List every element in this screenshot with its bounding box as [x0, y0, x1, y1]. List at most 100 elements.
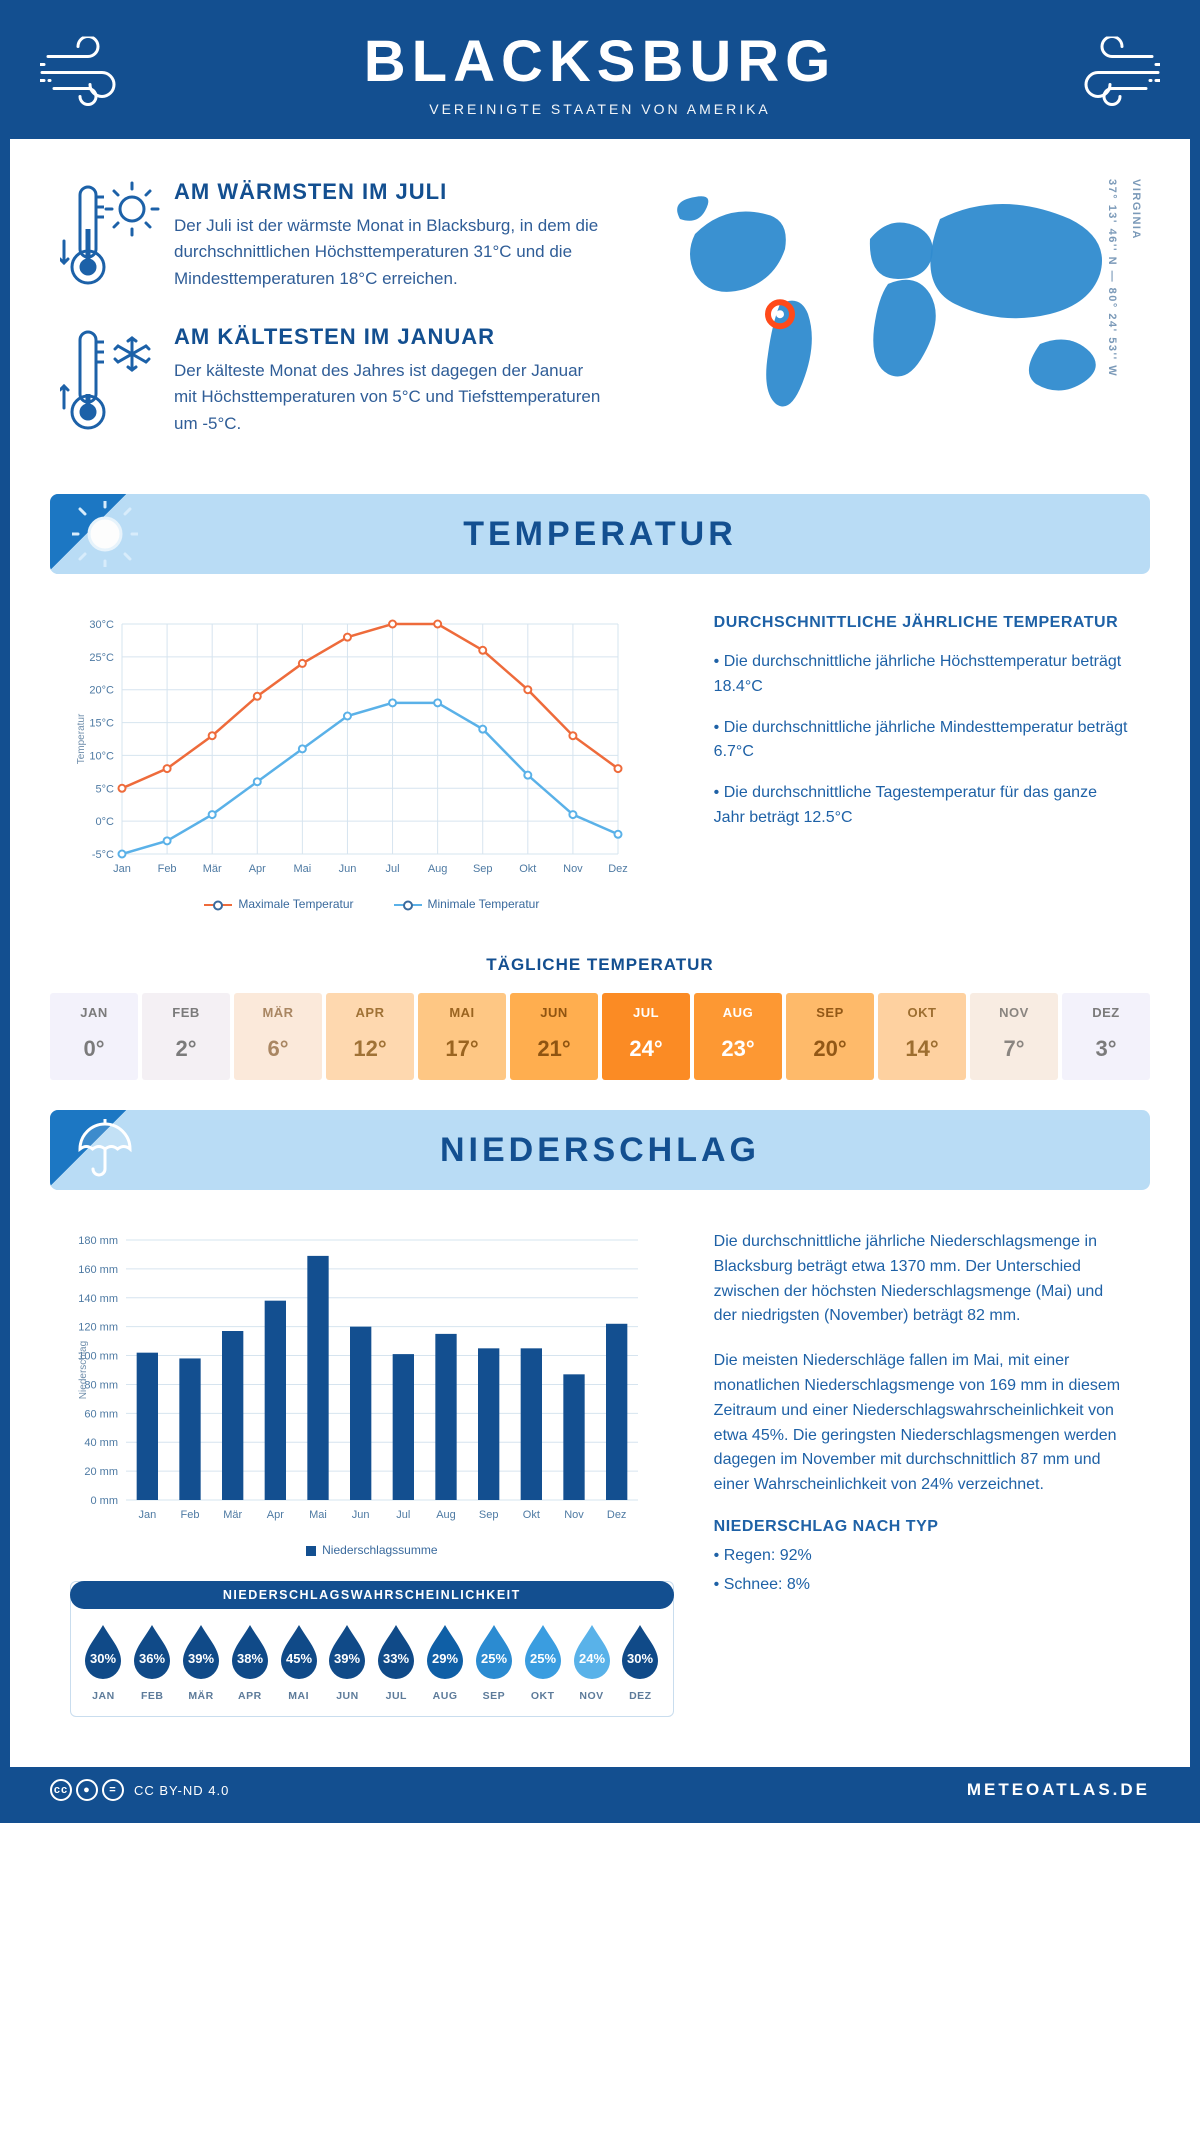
svg-text:-5°C: -5°C	[92, 849, 114, 861]
fact-warmest: AM WÄRMSTEN IM JULI Der Juli ist der wär…	[60, 179, 610, 294]
svg-text:30%: 30%	[627, 1651, 653, 1666]
svg-text:Mai: Mai	[293, 863, 311, 875]
svg-text:Apr: Apr	[249, 863, 266, 875]
svg-text:25%: 25%	[530, 1651, 556, 1666]
section-temperature-header: TEMPERATUR	[50, 494, 1150, 574]
precip-prob-drop: 33%JUL	[374, 1623, 419, 1702]
thermometer-snow-icon	[60, 324, 150, 439]
precip-prob-drop: 24%NOV	[569, 1623, 614, 1702]
fact-coldest-title: AM KÄLTESTEN IM JANUAR	[174, 324, 610, 350]
brand-label: METEOATLAS.DE	[967, 1780, 1150, 1800]
temperature-legend: Maximale Temperatur Minimale Temperatur	[70, 897, 674, 911]
page-footer: cc●= CC BY-ND 4.0 METEOATLAS.DE	[10, 1767, 1190, 1813]
precip-prob-drop: 25%SEP	[472, 1623, 517, 1702]
world-map-block: VIRGINIA 37° 13' 46'' N — 80° 24' 53'' W	[640, 179, 1140, 444]
precip-prob-drop: 29%AUG	[423, 1623, 468, 1702]
svg-text:Feb: Feb	[158, 863, 177, 875]
daily-temp-heading: TÄGLICHE TEMPERATUR	[10, 955, 1190, 975]
svg-text:180 mm: 180 mm	[78, 1235, 118, 1247]
svg-text:Mär: Mär	[203, 863, 222, 875]
svg-text:Jan: Jan	[138, 1509, 156, 1521]
section-temperature-title: TEMPERATUR	[160, 494, 1150, 574]
svg-text:Jun: Jun	[352, 1509, 370, 1521]
license-text: CC BY-ND 4.0	[134, 1783, 229, 1798]
svg-text:Okt: Okt	[523, 1509, 540, 1521]
temperature-text-heading: DURCHSCHNITTLICHE JÄHRLICHE TEMPERATUR	[714, 614, 1130, 632]
daily-temp-cell: JAN0°	[50, 993, 138, 1080]
svg-text:15°C: 15°C	[89, 718, 114, 730]
svg-text:33%: 33%	[383, 1651, 409, 1666]
precip-prob-title: NIEDERSCHLAGSWAHRSCHEINLICHKEIT	[70, 1581, 674, 1609]
svg-text:20°C: 20°C	[89, 685, 114, 697]
svg-text:Jan: Jan	[113, 863, 131, 875]
svg-text:39%: 39%	[188, 1651, 214, 1666]
precip-prob-drop: 36%FEB	[130, 1623, 175, 1702]
daily-temp-cell: APR12°	[326, 993, 414, 1080]
svg-text:Jul: Jul	[386, 863, 400, 875]
svg-text:29%: 29%	[432, 1651, 458, 1666]
svg-text:Dez: Dez	[608, 863, 628, 875]
svg-text:Feb: Feb	[181, 1509, 200, 1521]
daily-temp-cell: NOV7°	[970, 993, 1058, 1080]
section-precip-title: NIEDERSCHLAG	[160, 1110, 1150, 1190]
svg-text:20 mm: 20 mm	[84, 1466, 118, 1478]
precip-prob-drop: 30%DEZ	[618, 1623, 663, 1702]
svg-text:10°C: 10°C	[89, 750, 114, 762]
precip-prob-drop: 45%MAI	[276, 1623, 321, 1702]
temperature-bullet: • Die durchschnittliche jährliche Höchst…	[714, 650, 1130, 700]
svg-text:Dez: Dez	[607, 1509, 627, 1521]
daily-temp-cell: MÄR6°	[234, 993, 322, 1080]
svg-text:45%: 45%	[286, 1651, 312, 1666]
daily-temp-cell: DEZ3°	[1062, 993, 1150, 1080]
precip-legend: Niederschlagssumme	[70, 1543, 674, 1557]
svg-text:Nov: Nov	[564, 1509, 584, 1521]
svg-text:Nov: Nov	[563, 863, 583, 875]
coordinates-label: 37° 13' 46'' N — 80° 24' 53'' W	[1106, 179, 1118, 377]
daily-temp-cell: JUL24°	[602, 993, 690, 1080]
precip-type-bullet: • Schnee: 8%	[714, 1573, 1130, 1598]
svg-text:Jun: Jun	[339, 863, 357, 875]
cc-icons: cc●=	[50, 1779, 124, 1801]
thermometer-sun-icon	[60, 179, 150, 294]
svg-text:Niederschlag: Niederschlag	[78, 1341, 89, 1399]
svg-text:Apr: Apr	[267, 1509, 284, 1521]
svg-text:25%: 25%	[481, 1651, 507, 1666]
precip-text-2: Die meisten Niederschläge fallen im Mai,…	[714, 1349, 1130, 1498]
svg-text:Aug: Aug	[428, 863, 448, 875]
precip-prob-drop: 25%OKT	[520, 1623, 565, 1702]
fact-warmest-text: Der Juli ist der wärmste Monat in Blacks…	[174, 213, 610, 292]
svg-text:36%: 36%	[139, 1651, 165, 1666]
page-header: BLACKSBURG VEREINIGTE STAATEN VON AMERIK…	[10, 10, 1190, 139]
fact-coldest: AM KÄLTESTEN IM JANUAR Der kälteste Mona…	[60, 324, 610, 439]
svg-text:0°C: 0°C	[96, 816, 115, 828]
svg-text:Jul: Jul	[396, 1509, 410, 1521]
svg-text:38%: 38%	[237, 1651, 263, 1666]
fact-coldest-text: Der kälteste Monat des Jahres ist dagege…	[174, 358, 610, 437]
precip-prob-drop: 38%APR	[227, 1623, 272, 1702]
svg-text:Temperatur: Temperatur	[76, 713, 87, 764]
temperature-bullet: • Die durchschnittliche Tagestemperatur …	[714, 781, 1130, 831]
fact-warmest-title: AM WÄRMSTEN IM JULI	[174, 179, 610, 205]
daily-temp-cell: OKT14°	[878, 993, 966, 1080]
svg-text:30°C: 30°C	[89, 619, 114, 631]
precip-prob-drop: 39%JUN	[325, 1623, 370, 1702]
country-subtitle: VEREINIGTE STAATEN VON AMERIKA	[50, 101, 1150, 117]
daily-temp-cell: SEP20°	[786, 993, 874, 1080]
region-label: VIRGINIA	[1130, 179, 1142, 240]
daily-temp-cell: JUN21°	[510, 993, 598, 1080]
precip-type-bullet: • Regen: 92%	[714, 1544, 1130, 1569]
svg-text:30%: 30%	[90, 1651, 116, 1666]
svg-text:39%: 39%	[334, 1651, 360, 1666]
svg-text:80 mm: 80 mm	[84, 1379, 118, 1391]
svg-text:160 mm: 160 mm	[78, 1264, 118, 1276]
precip-prob-drop: 39%MÄR	[179, 1623, 224, 1702]
daily-temp-cell: AUG23°	[694, 993, 782, 1080]
svg-text:0 mm: 0 mm	[91, 1495, 119, 1507]
svg-text:Mai: Mai	[309, 1509, 327, 1521]
svg-text:24%: 24%	[579, 1651, 605, 1666]
svg-text:40 mm: 40 mm	[84, 1437, 118, 1449]
svg-text:Sep: Sep	[479, 1509, 499, 1521]
precip-prob-drop: 30%JAN	[81, 1623, 126, 1702]
daily-temp-cell: FEB2°	[142, 993, 230, 1080]
precip-text-1: Die durchschnittliche jährliche Niedersc…	[714, 1230, 1130, 1329]
